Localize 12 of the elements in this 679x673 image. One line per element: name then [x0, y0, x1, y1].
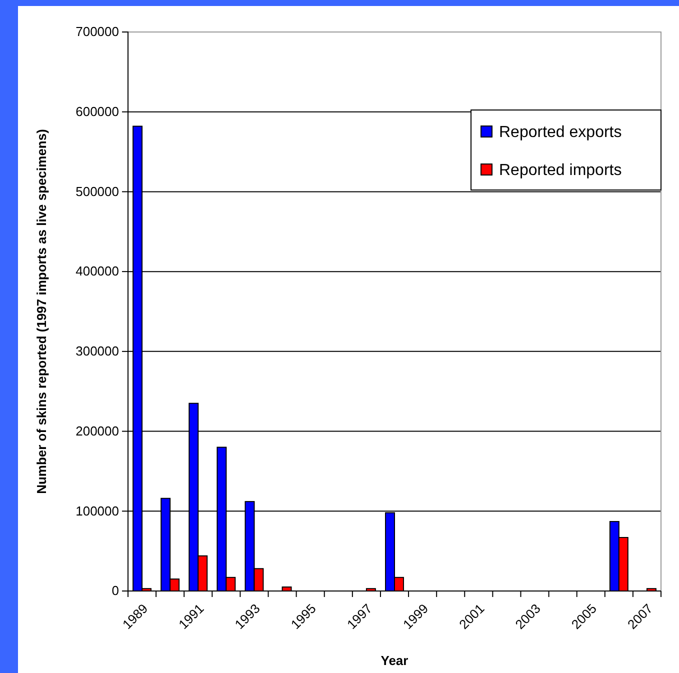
y-tick-label: 700000 — [76, 24, 119, 40]
x-axis-title: Year — [380, 653, 408, 668]
y-tick-label: 200000 — [76, 423, 119, 438]
y-tick-label: 400000 — [76, 264, 119, 279]
y-tick-label: 500000 — [76, 184, 119, 199]
y-tick-label: 300000 — [76, 344, 119, 359]
legend-label: Reported imports — [499, 162, 622, 179]
y-axis-title: Number of skins reported (1997 imports as live specimens) — [34, 129, 49, 494]
y-tick-label: 100000 — [76, 503, 119, 518]
legend-label: Reported exports — [499, 124, 622, 141]
y-tick-label: 600000 — [76, 104, 119, 120]
y-tick-label: 0 — [112, 583, 119, 598]
